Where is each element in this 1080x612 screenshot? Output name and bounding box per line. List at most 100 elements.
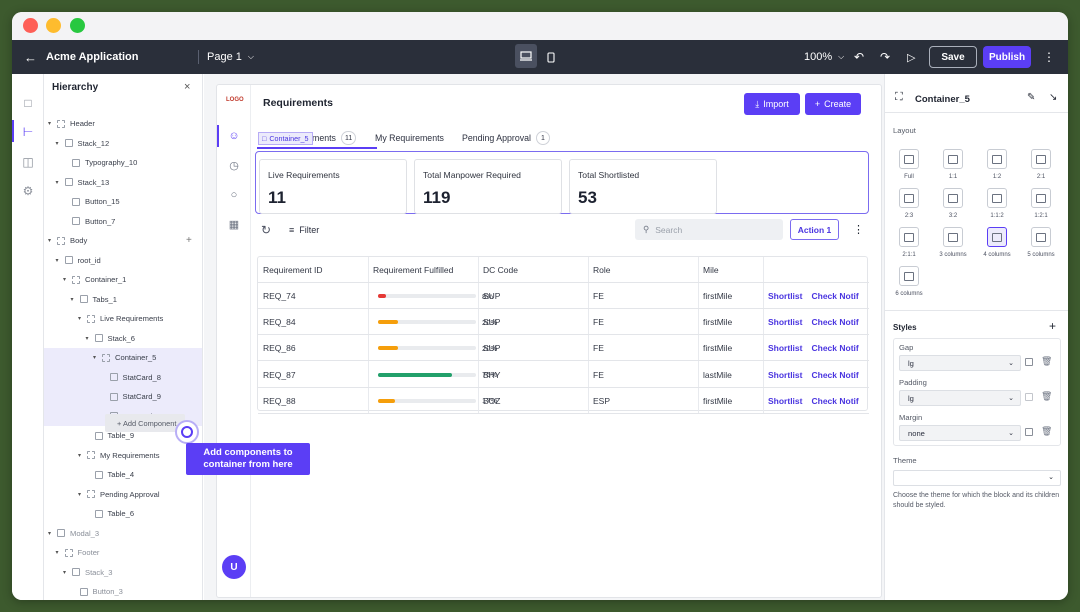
link-icon[interactable] — [1025, 358, 1033, 366]
layout-option-2-3[interactable] — [899, 188, 919, 208]
undo-icon[interactable]: ↶ — [854, 50, 865, 64]
layout-option-Full[interactable] — [899, 149, 919, 169]
trash-icon[interactable]: 🗑 — [1041, 391, 1053, 401]
layout-option-4-columns[interactable] — [987, 227, 1007, 247]
tree-item[interactable]: ▾ Header — [44, 114, 202, 134]
avatar[interactable]: U — [222, 555, 246, 579]
caret-icon[interactable]: ▾ — [63, 569, 67, 576]
layout-option-2-1[interactable] — [1031, 149, 1051, 169]
edit-icon[interactable]: ✎ — [1027, 92, 1036, 103]
caret-icon[interactable]: ▾ — [48, 121, 52, 128]
tree-item[interactable]: ▾ Pending Approval — [44, 485, 202, 505]
column-header[interactable]: DC Code — [483, 265, 518, 275]
settings-gear-icon[interactable]: ⚙ — [22, 184, 34, 198]
tree-item[interactable]: ▾ root_id — [44, 251, 202, 271]
redo-icon[interactable]: ↷ — [880, 50, 891, 64]
caret-icon[interactable]: ▾ — [93, 355, 97, 362]
tree-item[interactable]: ▾ Body + — [44, 231, 202, 251]
caret-icon[interactable]: ▾ — [48, 530, 52, 537]
back-arrow-icon[interactable]: ← — [24, 49, 37, 65]
layout-option-1-2[interactable] — [987, 149, 1007, 169]
close-window-button[interactable] — [23, 18, 38, 33]
caret-icon[interactable]: ▾ — [78, 452, 82, 459]
desktop-view-icon[interactable] — [515, 44, 537, 68]
maximize-window-button[interactable] — [70, 18, 85, 33]
tree-item[interactable]: ▾ Stack_12 — [44, 134, 202, 154]
trash-icon[interactable]: 🗑 — [1041, 426, 1053, 436]
mobile-view-icon[interactable] — [547, 40, 555, 74]
caret-icon[interactable]: ▾ — [55, 550, 59, 557]
caret-icon[interactable]: ▾ — [48, 238, 52, 245]
layout-option-5-columns[interactable] — [1031, 227, 1051, 247]
filter-button[interactable]: ≡ Filter — [289, 225, 319, 235]
margin-select[interactable]: none ⌄ — [899, 425, 1021, 441]
split-icon[interactable] — [1025, 393, 1033, 401]
caret-icon[interactable]: ▾ — [78, 316, 82, 323]
play-icon[interactable]: ▷ — [907, 51, 916, 64]
layout-icon[interactable]: □ — [24, 96, 32, 110]
shortlist-link[interactable]: Shortlist — [768, 369, 803, 380]
trash-icon[interactable]: 🗑 — [1041, 356, 1053, 366]
tree-item[interactable]: StatCard_8 — [44, 367, 202, 387]
layout-option-3-columns[interactable] — [943, 227, 963, 247]
tree-item[interactable]: ▾ Stack_6 — [44, 329, 202, 349]
zoom-selector[interactable]: 100% ⌵ — [804, 40, 844, 74]
create-button[interactable]: + Create — [805, 93, 861, 115]
tree-item[interactable]: ▾ Live Requirements — [44, 309, 202, 329]
tree-item[interactable]: ▾ Container_5 — [44, 348, 202, 368]
tree-item[interactable]: Typography_10 — [44, 153, 202, 173]
check-notif-link[interactable]: Check Notif — [811, 369, 859, 380]
tree-item[interactable]: Table_9 — [44, 426, 202, 446]
more-options-icon[interactable]: ⋮ — [1043, 50, 1055, 64]
search-input[interactable]: ⚲ Search — [635, 219, 783, 240]
import-button[interactable]: ⤓ Import — [744, 93, 800, 115]
caret-icon[interactable]: ▾ — [55, 257, 59, 264]
action-1-button[interactable]: Action 1 — [790, 219, 839, 240]
page-selector[interactable]: Page 1 ⌵ — [207, 40, 254, 74]
caret-icon[interactable]: ▾ — [78, 491, 82, 498]
gap-select[interactable]: lg ⌄ — [899, 355, 1021, 371]
globe-icon[interactable]: ○ — [230, 189, 238, 201]
add-component-button[interactable]: + Add Component — [105, 414, 185, 432]
tree-item[interactable]: StatCard_9 — [44, 387, 202, 407]
link-icon[interactable] — [1025, 428, 1033, 436]
layout-option-1-1-2[interactable] — [987, 188, 1007, 208]
column-header[interactable]: Requirement Fulfilled — [373, 265, 454, 275]
tree-item[interactable]: Table_6 — [44, 504, 202, 524]
add-style-icon[interactable]: + — [1049, 319, 1057, 333]
tree-item[interactable]: ▾ Stack_3 — [44, 563, 202, 583]
users-icon[interactable]: ☺ — [228, 130, 240, 142]
selected-container[interactable] — [255, 151, 869, 214]
column-header[interactable]: Role — [593, 265, 611, 275]
collapse-icon[interactable]: ↘ — [1049, 92, 1058, 103]
caret-icon[interactable]: ▾ — [70, 296, 74, 303]
layout-option-1-1[interactable] — [943, 149, 963, 169]
shortlist-link[interactable]: Shortlist — [768, 291, 803, 301]
layout-option-3-2[interactable] — [943, 188, 963, 208]
check-notif-link[interactable]: Check Notif — [811, 395, 859, 406]
check-notif-link[interactable]: Check Notif — [811, 317, 859, 328]
refresh-icon[interactable]: ↻ — [261, 223, 272, 237]
tree-item[interactable]: Button_3 — [44, 582, 202, 600]
tab-my-requirements[interactable]: My Requirements — [375, 130, 444, 146]
theme-select[interactable]: ⌄ — [893, 470, 1061, 486]
check-notif-link[interactable]: Check Notif — [811, 343, 859, 354]
shortlist-link[interactable]: Shortlist — [768, 343, 803, 354]
shortlist-link[interactable]: Shortlist — [768, 317, 803, 328]
tree-item[interactable]: ▾ Stack_13 — [44, 173, 202, 193]
database-icon[interactable]: ◫ — [22, 155, 34, 169]
padding-select[interactable]: lg ⌄ — [899, 390, 1021, 406]
caret-icon[interactable]: ▾ — [85, 335, 89, 342]
close-icon[interactable]: × — [184, 81, 191, 93]
tree-item[interactable]: ▾ Tabs_1 — [44, 290, 202, 310]
tree-item[interactable]: Button_7 — [44, 212, 202, 232]
column-header[interactable]: Mile — [703, 265, 719, 275]
tree-item[interactable]: ▾ My Requirements — [44, 446, 202, 466]
tab-live-requirements[interactable]: ments 11 — [312, 130, 357, 146]
tree-item[interactable]: ▾ Footer — [44, 543, 202, 563]
tab-pending-approval[interactable]: Pending Approval 1 — [462, 130, 550, 146]
report-icon[interactable]: ▦ — [228, 219, 240, 231]
caret-icon[interactable]: ▾ — [55, 140, 59, 147]
caret-icon[interactable]: ▾ — [63, 277, 67, 284]
tree-item[interactable]: Table_4 — [44, 465, 202, 485]
